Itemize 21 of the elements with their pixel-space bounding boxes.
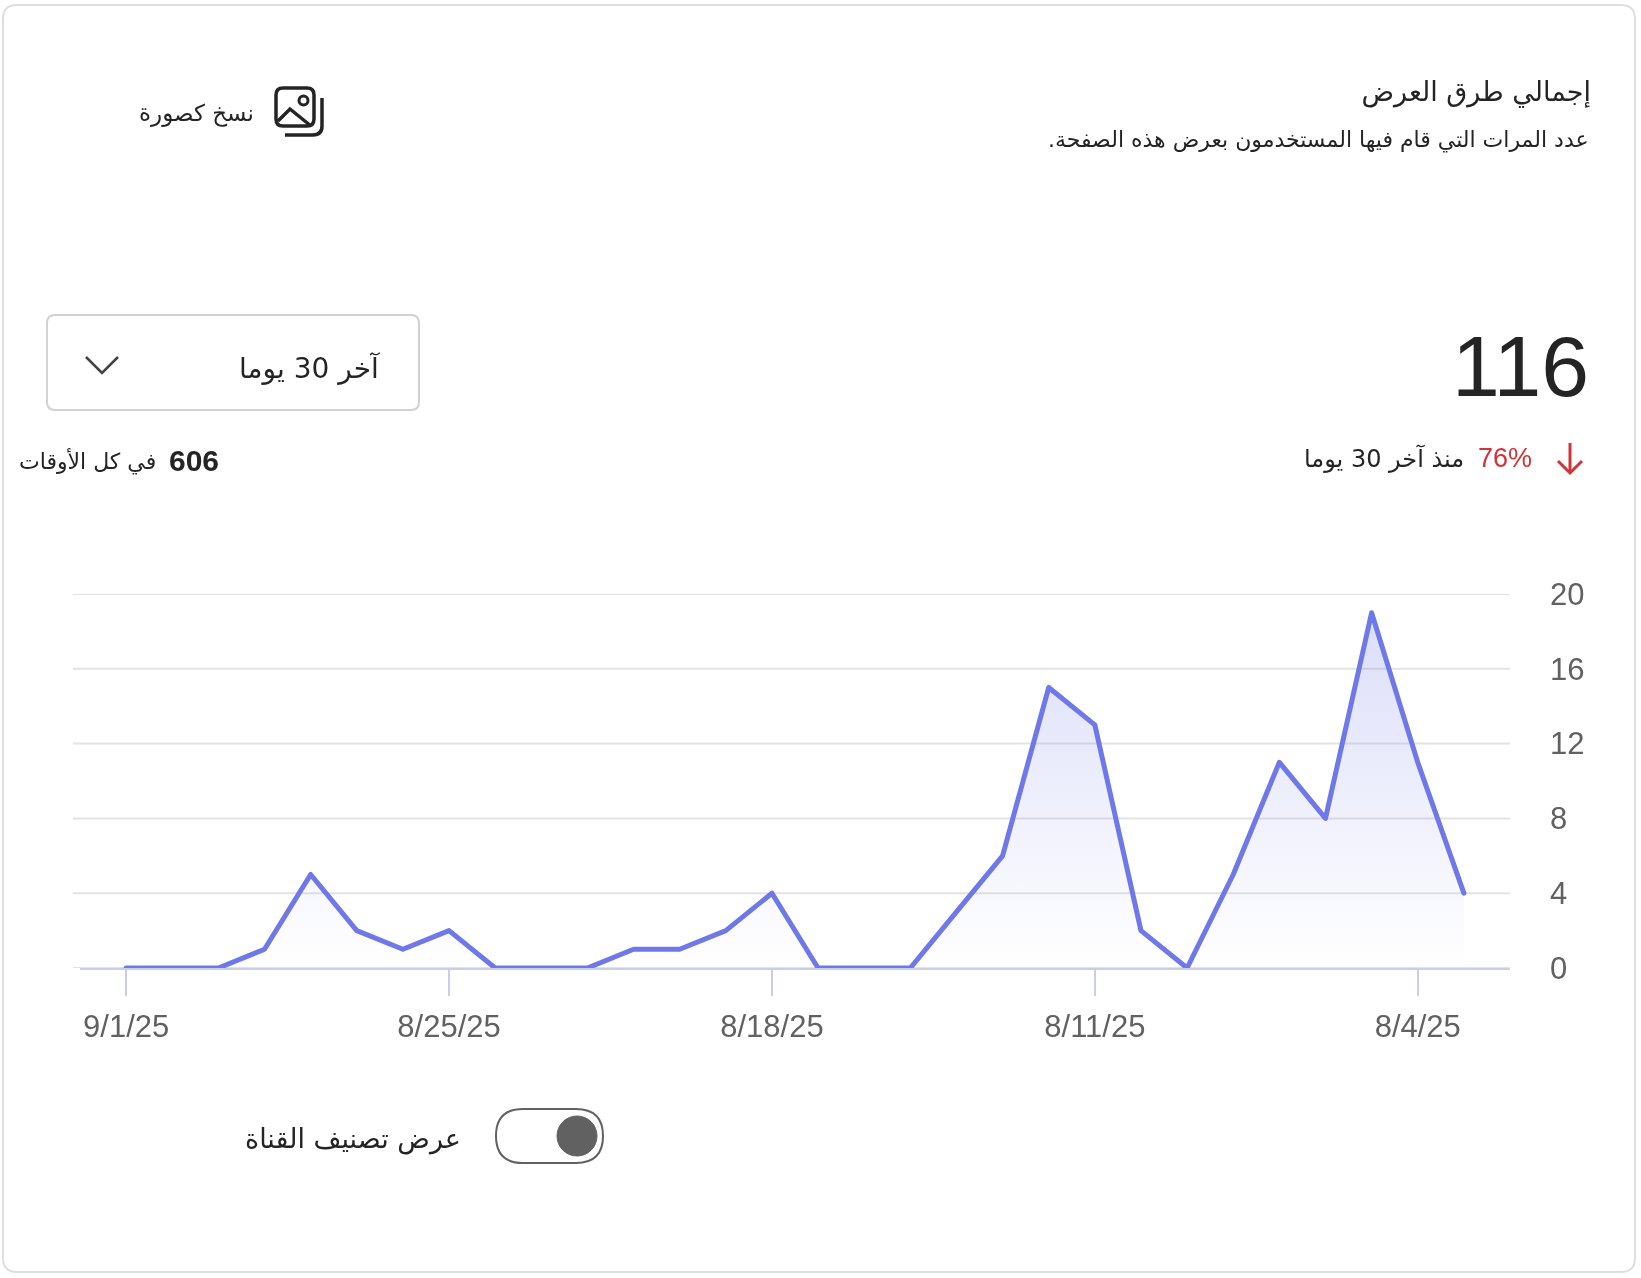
text: 606 (169, 444, 220, 477)
x-tick-label: 8/25/25 (397, 1009, 501, 1045)
x-tick-label: 8/4/25 (1374, 1009, 1461, 1045)
y-tick-label: 12 (1550, 726, 1585, 762)
x-tick-label: 8/11/25 (1044, 1009, 1146, 1045)
text: منذ آخر 30 يوما (1304, 444, 1465, 473)
y-tick-label: 20 (1550, 576, 1585, 612)
y-tick-label: 0 (1550, 950, 1568, 986)
chart-title: إجمالي طرق العرض (1361, 76, 1591, 109)
text: نسخ كصورة (139, 100, 255, 127)
text: 76% (1478, 443, 1533, 473)
x-tick-label: 9/1/25 (83, 1009, 170, 1045)
y-tick-label: 16 (1550, 651, 1585, 687)
text: في كل الأوقات (19, 448, 157, 475)
chart-subtitle: عدد المرات التي قام فيها المستخدمون بعرض هذه الصفحة. (1048, 127, 1589, 153)
text: 116 (1452, 318, 1590, 414)
y-tick-label: 8 (1550, 801, 1568, 837)
x-tick-label: 8/18/25 (720, 1009, 824, 1045)
y-tick-label: 4 (1550, 876, 1568, 912)
text: عرض تصنيف القناة (245, 1123, 461, 1155)
text: آخر 30 يوما (239, 352, 380, 385)
